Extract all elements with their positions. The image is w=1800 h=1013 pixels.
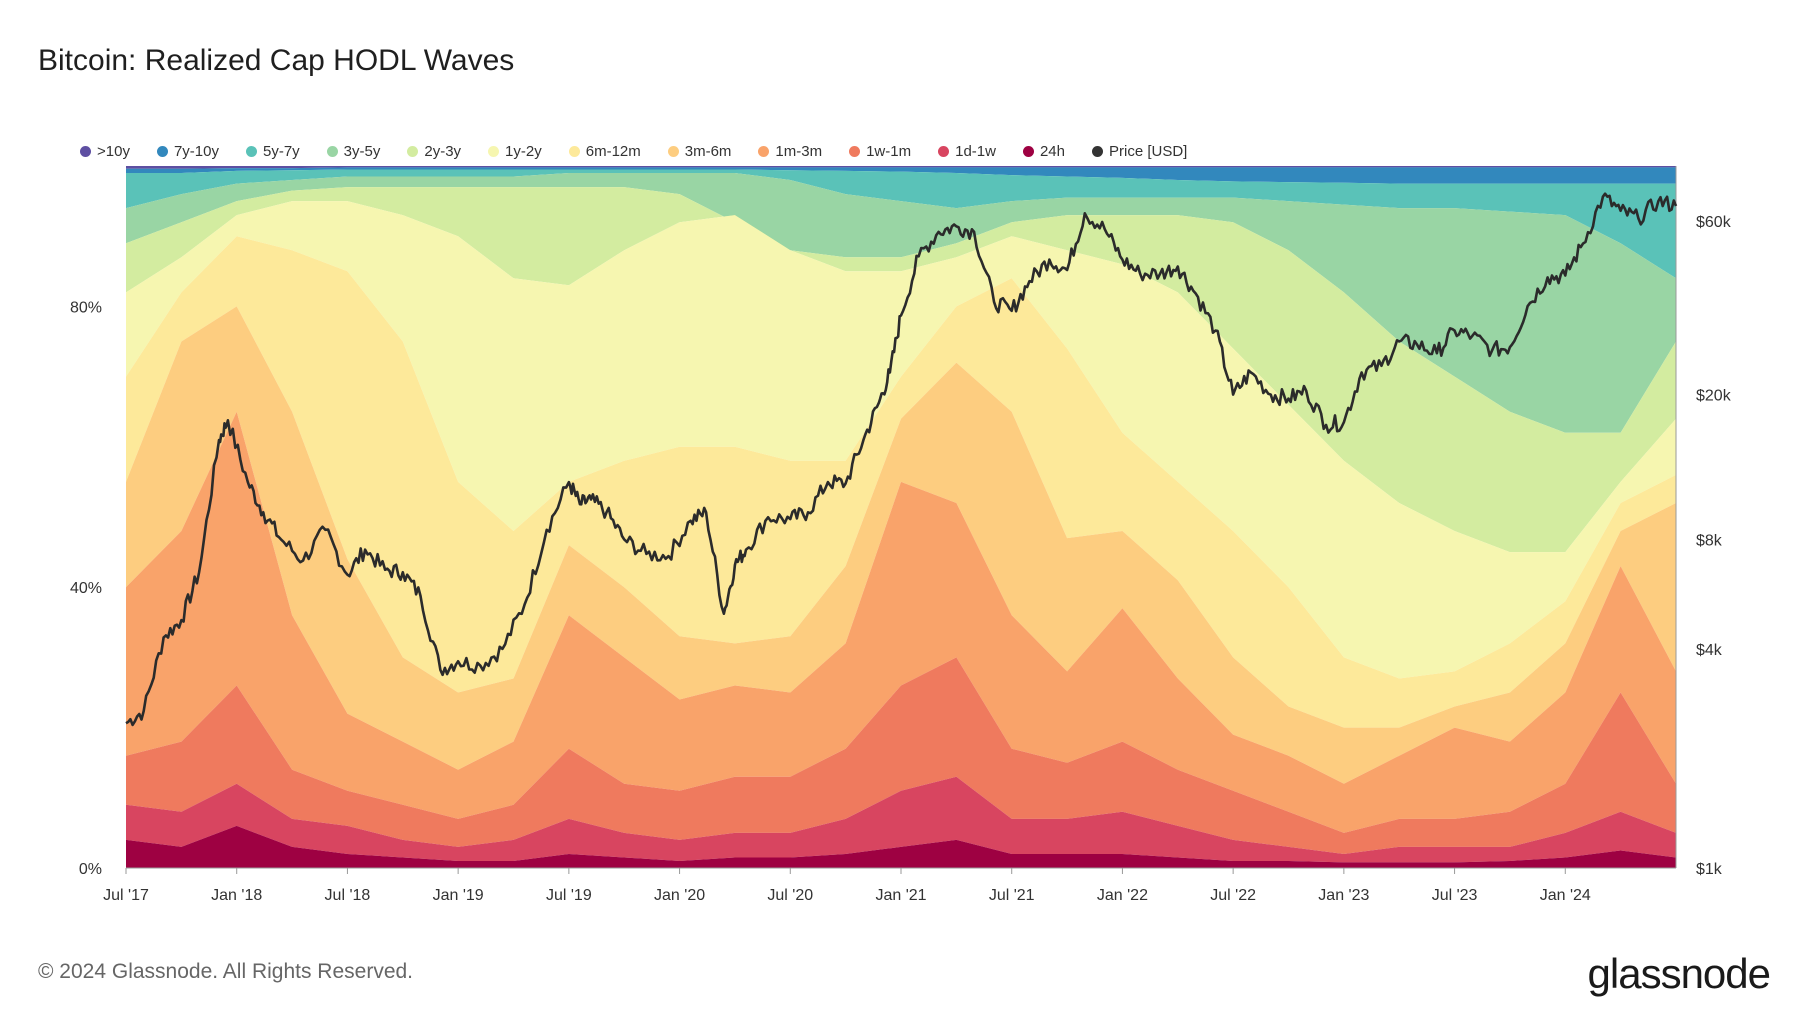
legend-label: Price [USD] xyxy=(1109,142,1188,160)
price-line xyxy=(125,192,1678,727)
legend-item[interactable]: 5y-7y xyxy=(245,142,300,160)
legend-item[interactable]: 3m-6m xyxy=(667,142,732,160)
legend-dot-icon xyxy=(568,145,580,157)
legend-label: 1w-1m xyxy=(866,142,912,160)
legend-item[interactable]: >10y xyxy=(80,143,130,160)
legend-label: 1y-2y xyxy=(505,142,542,160)
glassnode-logo: glassnode xyxy=(1587,950,1771,997)
x-tick-label: Jul '20 xyxy=(767,887,813,904)
legend-dot-icon xyxy=(245,145,257,157)
x-tick-label: Jul '22 xyxy=(1210,887,1256,904)
legend-dot-icon xyxy=(488,145,500,157)
y-right-tick-label: $20k xyxy=(1696,388,1732,405)
legend-item[interactable]: 24h xyxy=(1022,142,1065,160)
x-tick-label: Jan '18 xyxy=(211,887,262,904)
legend-item[interactable]: 6m-12m xyxy=(568,142,641,160)
chart-legend: >10y 7y-10y 5y-7y 3y-5y 2y-3y 1y-2y 6m-12m 3m-6… xyxy=(80,140,1214,162)
area-band-24h xyxy=(126,825,1676,868)
area-band-7y-10y xyxy=(126,167,1676,184)
y-left-tick-label: 40% xyxy=(70,580,102,597)
x-tick-label: Jan '23 xyxy=(1318,887,1369,904)
legend-label: 1m-3m xyxy=(775,142,823,160)
area-band-3y-5y xyxy=(126,173,1676,433)
area-band-1d-1w xyxy=(126,776,1676,863)
legend-item[interactable]: Price [USD] xyxy=(1092,143,1187,160)
legend-dot-icon xyxy=(156,145,168,157)
x-tick-label: Jul '21 xyxy=(989,887,1035,904)
legend-label: 7y-10y xyxy=(173,142,219,160)
legend-label: 24h xyxy=(1039,142,1065,160)
x-tick-label: Jul '19 xyxy=(546,887,592,904)
x-tick-label: Jan '24 xyxy=(1540,887,1591,904)
legend-dot-icon xyxy=(326,145,338,157)
legend-dot-icon xyxy=(407,145,419,157)
x-tick-label: Jan '22 xyxy=(1097,887,1148,904)
legend-item[interactable]: 7y-10y xyxy=(156,142,219,160)
y-left-tick-label: 80% xyxy=(70,299,102,316)
y-right-tick-label: $4k xyxy=(1696,642,1723,659)
area-band-1m-3m xyxy=(126,411,1676,833)
legend-item[interactable]: 3y-5y xyxy=(326,142,381,160)
x-tick-label: Jan '20 xyxy=(654,887,705,904)
x-tick-label: Jul '18 xyxy=(325,887,371,904)
y-right-tick-label: $8k xyxy=(1696,532,1723,549)
copyright-footer: © 2024 Glassnode. All Rights Reserved. xyxy=(38,960,414,983)
area-band-5y-7y xyxy=(126,169,1676,279)
legend-item[interactable]: 1m-3m xyxy=(758,143,822,160)
legend-dot-icon xyxy=(938,145,950,157)
area-band-1y-2y xyxy=(126,201,1676,679)
legend-item[interactable]: 1d-1w xyxy=(938,143,996,160)
legend-dot-icon xyxy=(667,145,679,157)
legend-dot-icon xyxy=(80,145,91,157)
legend-label: 3m-6m xyxy=(684,142,732,160)
legend-item[interactable]: 1y-2y xyxy=(488,143,542,160)
y-left-tick-label: 0% xyxy=(79,861,102,878)
y-right-tick-label: $60k xyxy=(1696,214,1732,231)
legend-label: 1d-1w xyxy=(955,142,996,160)
x-tick-label: Jan '21 xyxy=(875,887,926,904)
legend-dot-icon xyxy=(1092,145,1103,157)
legend-dot-icon xyxy=(849,145,861,157)
legend-item[interactable]: 1w-1m xyxy=(849,143,911,160)
legend-label: >10y xyxy=(97,142,130,160)
area-band-6m-12m xyxy=(126,236,1676,728)
x-tick-label: Jul '23 xyxy=(1432,887,1478,904)
chart-title: Bitcoin: Realized Cap HODL Waves xyxy=(38,44,515,77)
legend-label: 6m-12m xyxy=(585,142,641,160)
y-right-tick-label: $1k xyxy=(1696,861,1723,878)
legend-label: 5y-7y xyxy=(262,142,300,160)
x-tick-label: Jan '19 xyxy=(433,887,484,904)
legend-label: 2y-3y xyxy=(424,142,462,160)
area-band-1w-1m xyxy=(126,657,1676,854)
x-tick-label: Jul '17 xyxy=(103,887,149,904)
legend-dot-icon xyxy=(1022,145,1034,157)
legend-label: 3y-5y xyxy=(343,142,381,160)
legend-dot-icon xyxy=(758,145,770,157)
area-band-2y-3y xyxy=(126,187,1676,553)
legend-item[interactable]: 2y-3y xyxy=(407,143,461,160)
